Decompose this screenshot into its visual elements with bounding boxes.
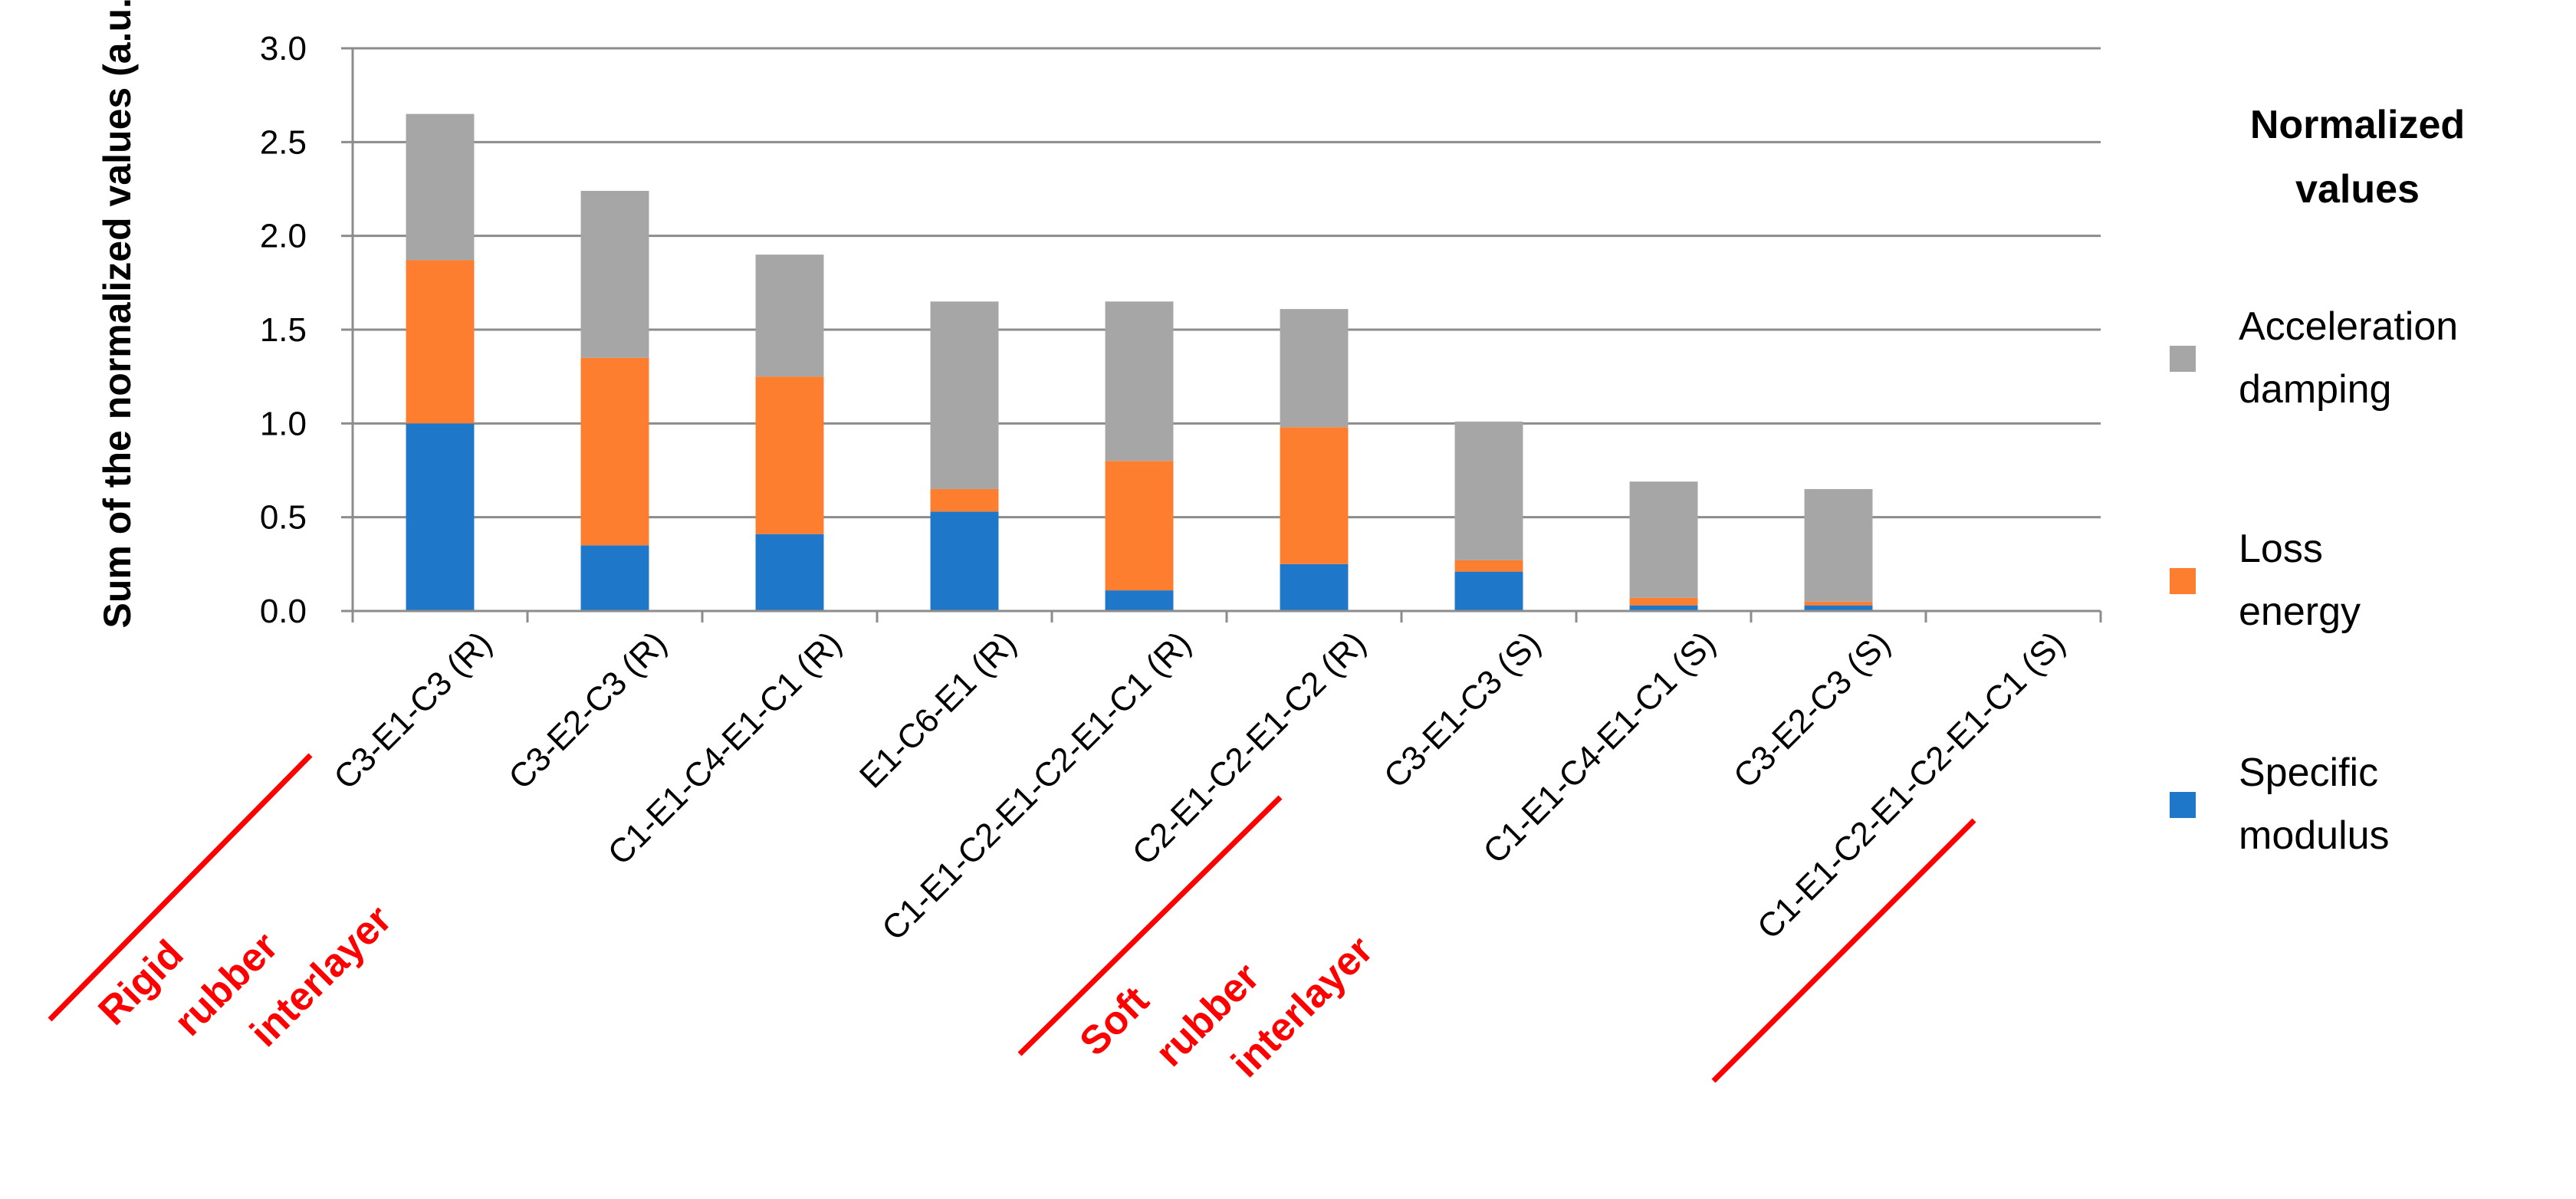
legend-label: Acceleration damping <box>2239 304 2458 412</box>
y-axis-label: Sum of the normalized values (a.u.) <box>96 0 139 629</box>
bar-segment-loss-energy <box>755 376 824 534</box>
y-tick-label: 0.5 <box>260 499 307 537</box>
legend-swatch <box>2170 792 2196 818</box>
legend: Normalized values Acceleration damping Loss e… <box>2170 103 2465 858</box>
x-tick-labels: C3-E1-C3 (R) C3-E2-C3 (R)C1-E1-C4-E1-C1 (… <box>327 624 2072 948</box>
legend-swatch <box>2170 568 2196 594</box>
bar-segment-specific-modulus <box>406 423 475 611</box>
legend-title: Normalized values <box>2250 103 2465 212</box>
x-tick-label: E1-C6-E1 (R) <box>853 624 1024 795</box>
bar-segment-acceleration-damping <box>1280 309 1349 428</box>
y-tick-label: 3.0 <box>260 30 307 67</box>
axes <box>341 47 2102 622</box>
x-tick-label: C3-E2-C3 (R) <box>501 624 674 797</box>
bar-segment-loss-energy <box>930 488 999 512</box>
bar-segment-acceleration-damping <box>755 255 824 377</box>
bar-segment-specific-modulus <box>1454 571 1523 611</box>
bar-segment-loss-energy <box>1454 560 1523 572</box>
annotation-label: Rigidrubberinterlayer <box>90 810 400 1121</box>
bar-segment-acceleration-damping <box>580 190 649 358</box>
annotation-bracket-line <box>1017 795 1283 1056</box>
x-tick-label: C1-E1-C2-E1-C2-E1-C1 (S) <box>1750 624 2072 946</box>
x-tick-label: C3-E1-C3 (R) <box>327 624 499 797</box>
bars <box>406 113 1873 611</box>
bar-segment-specific-modulus <box>1280 563 1349 611</box>
annotation-bracket-line <box>1711 818 1976 1083</box>
bar-segment-specific-modulus <box>1804 605 1873 611</box>
bar-segment-loss-energy <box>1105 461 1174 591</box>
bar-segment-acceleration-damping <box>1454 421 1523 560</box>
bar-segment-loss-energy <box>1629 597 1698 606</box>
bar-segment-loss-energy <box>580 357 649 546</box>
bar-segment-acceleration-damping <box>930 301 999 489</box>
bar-segment-acceleration-damping <box>1105 301 1174 462</box>
x-tick-label: C3-E2-C3 (S) <box>1727 624 1898 795</box>
bar-segment-specific-modulus <box>755 534 824 611</box>
bar-segment-specific-modulus <box>580 545 649 611</box>
bar-segment-specific-modulus <box>1629 605 1698 611</box>
bar-segment-acceleration-damping <box>1804 488 1873 602</box>
legend-swatch <box>2170 346 2196 372</box>
bar-segment-specific-modulus <box>930 511 999 611</box>
y-tick-label: 0.0 <box>260 593 307 630</box>
bar-segment-acceleration-damping <box>1629 481 1698 598</box>
legend-label: Loss energy <box>2239 527 2361 634</box>
bar-segment-loss-energy <box>1804 601 1873 606</box>
y-tick-label: 1.0 <box>260 405 307 442</box>
annotation-bracket-line <box>48 753 313 1022</box>
bar-segment-loss-energy <box>1280 427 1349 564</box>
x-tick-label: C3-E1-C3 (S) <box>1377 624 1548 795</box>
y-tick-labels: 0.0 0.5 1.0 1.5 2.0 2.5 3.0 <box>260 30 307 630</box>
bar-segment-loss-energy <box>406 260 475 424</box>
y-tick-label: 2.0 <box>260 218 307 255</box>
bar-segment-specific-modulus <box>1105 590 1174 611</box>
y-tick-label: 2.5 <box>260 123 307 161</box>
bar-segment-acceleration-damping <box>406 113 475 261</box>
legend-label: Specific modulus <box>2239 751 2390 858</box>
x-tick-label: C1-E1-C2-E1-C2-E1-C1 (R) <box>875 624 1198 948</box>
annotation-label: Softrubberinterlayer <box>1071 841 1382 1151</box>
y-tick-label: 1.5 <box>260 311 307 349</box>
